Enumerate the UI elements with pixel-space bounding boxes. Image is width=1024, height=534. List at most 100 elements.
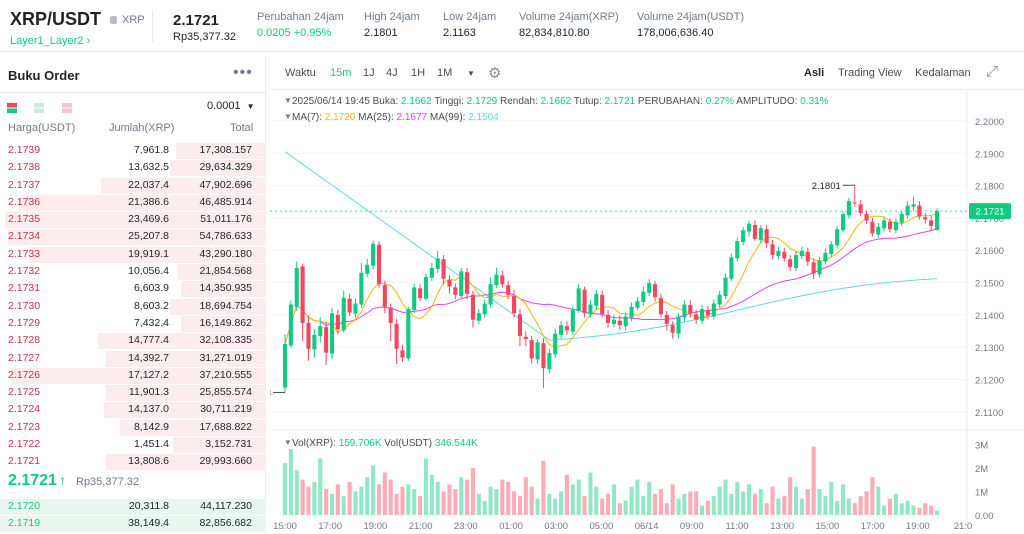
volume-bar <box>470 467 476 515</box>
ask-row[interactable]: 2.1727 14,392.7 31,271.019 <box>0 350 266 367</box>
both-sides-view-icon[interactable] <box>7 103 17 113</box>
interval-1m[interactable]: 1M <box>437 67 453 79</box>
volume-tick-label: 3M <box>975 440 988 451</box>
volume-bar <box>359 486 364 515</box>
fullscreen-icon[interactable]: ⤢ <box>986 63 999 80</box>
row-amount: 17,127.2 <box>128 368 169 381</box>
time-tick-label: 21:0 <box>954 521 973 532</box>
candle-body <box>823 252 828 262</box>
candle-body <box>882 220 887 229</box>
col-total-header: Total <box>230 122 254 134</box>
candle-body <box>294 268 299 307</box>
interval-15m[interactable]: 15m <box>330 67 352 79</box>
collapse-icon: ▼ <box>284 438 292 447</box>
candle-body <box>641 291 646 302</box>
row-amount: 14,137.0 <box>128 403 169 416</box>
volume-bar <box>793 486 799 515</box>
ask-row[interactable]: 2.1723 8,142.9 17,688.822 <box>0 419 266 436</box>
stat-volume-xrp: Volume 24jam(XRP) 82,834,810.80 <box>519 11 619 39</box>
candlestick-chart[interactable]: 2.2000 2.1900 2.1800 2.1700 2.1600 2.1500 2.14… <box>270 90 1024 534</box>
more-intervals-icon[interactable]: ▼ <box>467 69 475 78</box>
wallet-icon <box>110 16 117 24</box>
ask-row[interactable]: 2.1736 21,386.6 46,485.914 <box>0 194 266 211</box>
volume-bar <box>635 479 640 515</box>
ask-row[interactable]: 2.1739 7,961.8 17,308.157 <box>0 142 266 159</box>
order-book-title: Buku Order <box>8 68 80 83</box>
volume-bar <box>382 472 387 515</box>
pair-title[interactable]: XRP/USDT <box>10 9 102 29</box>
stat-high: High 24jam 2.1801 <box>364 11 420 39</box>
time-label: Waktu <box>285 67 316 79</box>
ask-row[interactable]: 2.1724 14,137.0 30,711.219 <box>0 401 266 419</box>
ask-row[interactable]: 2.1725 11,901.3 25,855.574 <box>0 384 266 402</box>
ask-row[interactable]: 2.1721 13,808.6 29,993.660 <box>0 453 266 471</box>
ask-row[interactable]: 2.1728 14,777.4 32,108.335 <box>0 332 266 350</box>
bids-only-view-icon[interactable] <box>34 103 45 113</box>
ask-row[interactable]: 2.1729 7,432.4 16,149.862 <box>0 315 266 332</box>
row-price: 2.1721 <box>8 455 41 468</box>
candle-body <box>570 310 575 332</box>
row-total: 82,856.682 <box>199 517 252 530</box>
volume-bar <box>494 489 499 515</box>
precision-select[interactable]: 0.0001 ▼ <box>207 100 255 112</box>
volume-bar <box>353 491 358 515</box>
stat-change: Perubahan 24jam 0.0205 +0.95% <box>257 11 344 39</box>
ask-row[interactable]: 2.1734 25,207.8 54,786.633 <box>0 228 266 246</box>
more-icon[interactable]: ••• <box>233 64 253 81</box>
volume-bar <box>459 477 464 515</box>
view-asli[interactable]: Asli <box>804 67 825 79</box>
candle-body <box>441 259 446 279</box>
row-total: 43,290.180 <box>199 247 252 260</box>
bids-list: 2.1720 20,311.8 44,117.230 2.1719 38,149.4 82… <box>0 498 266 533</box>
depth-bar <box>103 402 266 419</box>
ask-row[interactable]: 2.1726 17,127.2 37,210.555 <box>0 367 266 384</box>
candle-body <box>282 343 288 388</box>
candle-body <box>846 201 851 216</box>
ask-row[interactable]: 2.1735 23,469.6 51,011.176 <box>0 211 266 229</box>
last-price: 2.1721 <box>173 12 219 29</box>
volume-bar <box>811 446 816 515</box>
row-total: 32,108.335 <box>199 334 252 347</box>
volume-bar <box>453 489 458 515</box>
stat-value: 2.1801 <box>364 27 398 39</box>
category-tag[interactable]: Layer1_Layer2 › <box>10 35 90 47</box>
candle-body <box>359 272 364 305</box>
candle-body <box>899 214 904 223</box>
row-total: 25,855.574 <box>199 386 252 399</box>
ask-row[interactable]: 2.1732 10,056.4 21,854.568 <box>0 263 266 281</box>
candle-body <box>288 304 293 346</box>
candle-body <box>418 288 423 299</box>
bid-row[interactable]: 2.1719 38,149.4 82,856.682 <box>0 515 266 533</box>
view-trading-view[interactable]: Trading View <box>838 67 902 79</box>
mid-price-value: 2.1721 <box>8 472 57 489</box>
ask-row[interactable]: 2.1738 13,632.5 29,634.329 <box>0 159 266 177</box>
asks-only-view-icon[interactable] <box>61 103 72 113</box>
candle-body <box>606 314 611 323</box>
ask-row[interactable]: 2.1737 22,037.4 47,902.696 <box>0 177 266 194</box>
ask-row[interactable]: 2.1722 1,451.4 3,152.731 <box>0 436 266 454</box>
volume-bar <box>846 498 851 515</box>
interval-1h[interactable]: 1H <box>411 67 426 79</box>
time-tick-label: 21:00 <box>409 521 433 532</box>
price-tick-label: 2.1200 <box>975 376 1004 387</box>
ask-row[interactable]: 2.1730 8,603.2 18,694.754 <box>0 298 266 315</box>
volume-bar <box>899 503 904 515</box>
ask-row[interactable]: 2.1731 6,603.9 14,350.935 <box>0 280 266 298</box>
volume-bar <box>559 491 564 515</box>
ask-row[interactable]: 2.1733 19,919.1 43,290.180 <box>0 246 266 263</box>
bid-row[interactable]: 2.1720 20,311.8 44,117.230 <box>0 498 266 515</box>
candle-body <box>382 285 387 307</box>
row-total: 17,308.157 <box>199 144 252 156</box>
time-tick-label: 13:00 <box>770 521 794 532</box>
view-depth[interactable]: Kedalaman <box>915 67 971 79</box>
settings-icon[interactable]: ⚙ <box>488 65 502 82</box>
volume-bar <box>412 489 417 515</box>
mid-price[interactable]: 2.1721 ↑ Rp35,377.32 <box>8 472 139 490</box>
interval-4j[interactable]: 4J <box>386 67 398 79</box>
candle-body <box>917 205 922 217</box>
stat-value: 2.1163 <box>443 27 476 39</box>
candle-body <box>799 250 804 257</box>
interval-1j[interactable]: 1J <box>363 67 375 79</box>
volume-bar <box>870 477 875 515</box>
candle-body <box>300 266 305 323</box>
